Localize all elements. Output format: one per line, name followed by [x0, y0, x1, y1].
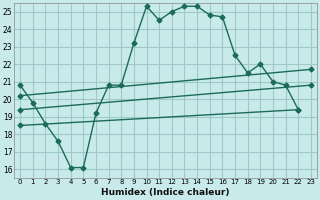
- X-axis label: Humidex (Indice chaleur): Humidex (Indice chaleur): [101, 188, 230, 197]
